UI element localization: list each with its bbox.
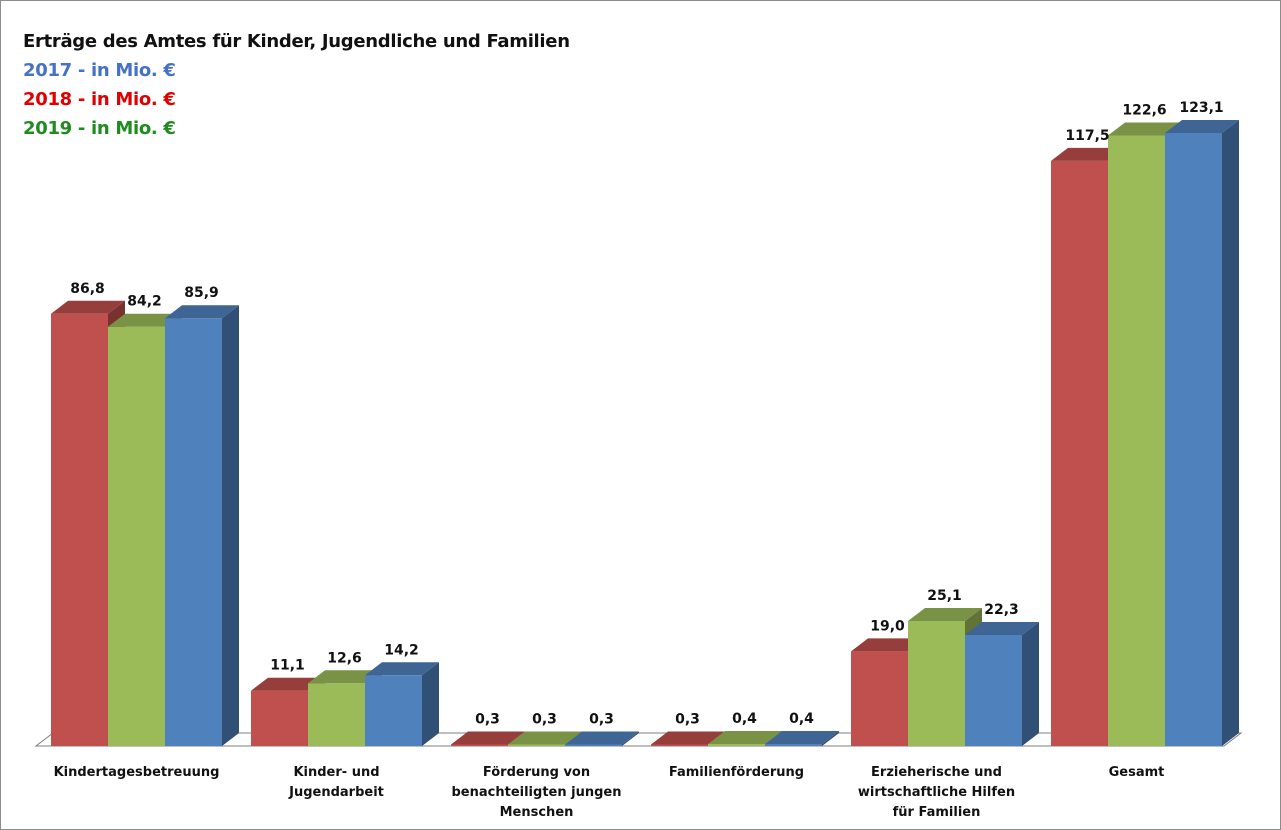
bar-side-2-5 xyxy=(1222,120,1239,746)
bar-top-0-2 xyxy=(451,731,525,745)
bar-side-2-0 xyxy=(222,305,239,746)
bar-0-4 xyxy=(851,651,908,746)
bar-top-0-3 xyxy=(651,731,725,745)
bar-top-0-0 xyxy=(51,300,125,314)
data-label-2-2: 0,3 xyxy=(589,712,614,728)
bar-top-1-0 xyxy=(108,313,182,327)
category-label-3-0: Familienförderung xyxy=(669,765,804,780)
category-label-4-0: Erzieherische und xyxy=(871,765,1002,780)
bar-top-1-5 xyxy=(1108,122,1182,136)
category-label-5-0: Gesamt xyxy=(1109,765,1165,780)
data-label-2-4: 22,3 xyxy=(984,602,1019,618)
bar-1-5 xyxy=(1108,135,1165,746)
bar-top-0-5 xyxy=(1051,147,1125,161)
bar-0-0 xyxy=(51,313,108,746)
chart-legend: Erträge des Amtes für Kinder, Jugendlich… xyxy=(23,31,570,139)
data-label-0-5: 117,5 xyxy=(1065,128,1109,144)
legend-2019: 2019 - in Mio. € xyxy=(23,118,176,139)
bar-top-2-5 xyxy=(1165,120,1239,133)
bar-1-4 xyxy=(908,621,965,746)
bar-1-1 xyxy=(308,683,365,746)
bar-top-2-0 xyxy=(165,305,239,319)
data-label-0-1: 11,1 xyxy=(270,658,305,674)
bar-2-0 xyxy=(165,318,222,746)
bar-side-2-3 xyxy=(822,731,839,746)
bar-top-2-4 xyxy=(965,621,1039,635)
category-label-2-0: Förderung von xyxy=(483,765,590,780)
bar-2-2 xyxy=(565,744,622,746)
data-label-1-5: 122,6 xyxy=(1122,102,1166,118)
data-label-0-3: 0,3 xyxy=(675,712,700,728)
data-label-2-1: 14,2 xyxy=(384,642,419,658)
data-label-1-0: 84,2 xyxy=(127,294,162,310)
bar-0-3 xyxy=(651,744,708,746)
bar-top-1-3 xyxy=(708,731,782,745)
bar-2-5 xyxy=(1165,133,1222,746)
bar-top-0-4 xyxy=(851,638,925,652)
data-label-0-2: 0,3 xyxy=(475,712,500,728)
data-label-1-2: 0,3 xyxy=(532,712,557,728)
data-label-0-4: 19,0 xyxy=(870,618,905,634)
bar-side-2-1 xyxy=(422,662,439,746)
bar-top-1-2 xyxy=(508,731,582,745)
bar-top-1-4 xyxy=(908,608,982,622)
bar-top-0-1 xyxy=(251,677,325,691)
category-label-2-2: Menschen xyxy=(500,805,574,820)
chart-title: Erträge des Amtes für Kinder, Jugendlich… xyxy=(23,31,570,52)
category-label-4-2: für Familien xyxy=(893,805,981,820)
data-label-0-0: 86,8 xyxy=(70,281,105,297)
legend-2018: 2018 - in Mio. € xyxy=(23,89,176,110)
data-label-1-4: 25,1 xyxy=(927,588,962,604)
bar-2-4 xyxy=(965,634,1022,746)
category-label-2-1: benachteiligten jungen xyxy=(452,785,622,800)
bar-side-2-4 xyxy=(1022,621,1039,746)
category-label-0-0: Kindertagesbetreuung xyxy=(54,765,220,780)
bar-2-1 xyxy=(365,675,422,746)
data-label-2-3: 0,4 xyxy=(789,711,814,727)
data-label-2-5: 123,1 xyxy=(1179,100,1223,116)
bar-top-2-1 xyxy=(365,662,439,676)
bar-top-2-3 xyxy=(765,731,839,745)
data-label-2-0: 85,9 xyxy=(184,285,219,301)
category-label-1-1: Jugendarbeit xyxy=(288,785,384,800)
data-label-1-1: 12,6 xyxy=(327,650,362,666)
bar-side-2-2 xyxy=(622,731,639,746)
legend-2017: 2017 - in Mio. € xyxy=(23,60,176,81)
bar-2-3 xyxy=(765,744,822,746)
bar-top-2-2 xyxy=(565,731,639,745)
bar-top-1-1 xyxy=(308,670,382,684)
bar-1-3 xyxy=(708,744,765,746)
bar-0-5 xyxy=(1051,160,1108,746)
data-label-1-3: 0,4 xyxy=(732,711,757,727)
category-label-1-0: Kinder- und xyxy=(293,765,379,780)
bar-1-0 xyxy=(108,326,165,746)
category-label-4-1: wirtschaftliche Hilfen xyxy=(858,785,1015,800)
bar-0-2 xyxy=(451,744,508,746)
bar-1-2 xyxy=(508,744,565,746)
bar-0-1 xyxy=(251,690,308,746)
